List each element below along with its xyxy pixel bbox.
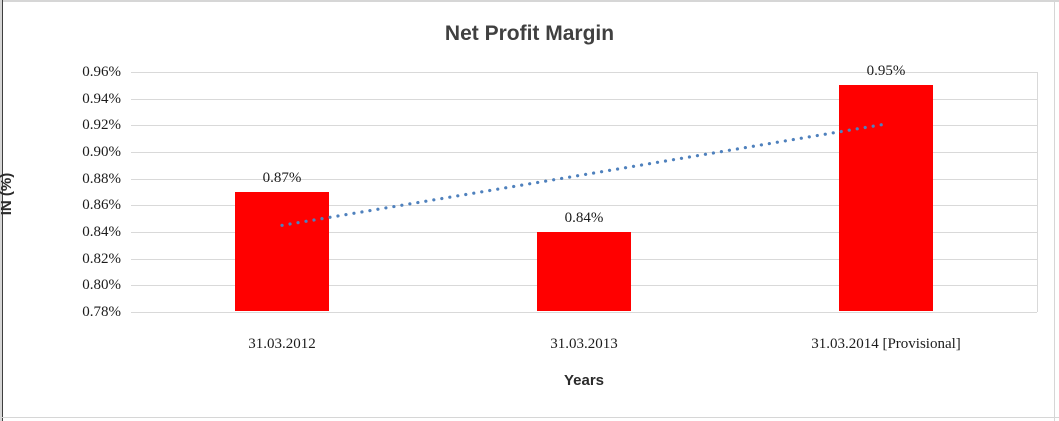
y-tick-label: 0.90% xyxy=(82,144,121,160)
y-tick-label: 0.86% xyxy=(82,197,121,213)
gridline xyxy=(131,152,1037,153)
y-tick-label: 0.80% xyxy=(82,277,121,293)
bar-data-label: 0.95% xyxy=(866,63,906,79)
border-left xyxy=(0,0,2,421)
bar xyxy=(537,232,631,311)
y-tick-label: 0.84% xyxy=(82,224,121,240)
y-tick-label: 0.82% xyxy=(82,251,121,267)
bar-data-label: 0.84% xyxy=(564,210,604,226)
bar-data-label: 0.87% xyxy=(262,170,302,186)
y-tick-label: 0.88% xyxy=(82,171,121,187)
border-top xyxy=(0,0,1059,2)
y-tick-label: 0.96% xyxy=(82,64,121,80)
border-left-accent xyxy=(2,0,3,421)
gridline xyxy=(131,72,1037,73)
gridline xyxy=(131,205,1037,206)
trendline-path xyxy=(280,122,888,227)
border-bottom xyxy=(0,417,1059,418)
gridline xyxy=(131,99,1037,100)
chart-title: Net Profit Margin xyxy=(444,22,615,45)
x-tick-label: 31.03.2013 xyxy=(550,336,618,352)
x-tick-label: 31.03.2012 xyxy=(248,336,316,352)
gridline xyxy=(131,179,1037,180)
y-tick-label: 0.78% xyxy=(82,304,121,320)
border-right xyxy=(1054,0,1055,421)
x-tick-label: 31.03.2014 [Provisional] xyxy=(811,336,961,352)
bar xyxy=(235,192,329,311)
plot-right-border xyxy=(1037,72,1038,312)
gridline xyxy=(131,312,1037,313)
bar xyxy=(839,85,933,311)
gridline xyxy=(131,125,1037,126)
y-tick-label: 0.94% xyxy=(82,91,121,107)
x-axis-title: Years xyxy=(563,372,605,389)
y-tick-label: 0.92% xyxy=(82,117,121,133)
